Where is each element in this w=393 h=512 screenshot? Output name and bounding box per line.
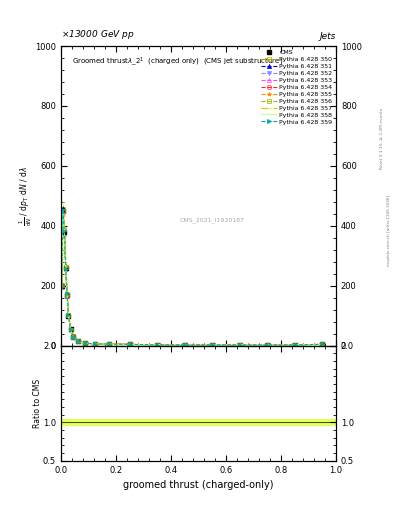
- Text: Groomed thrust$\lambda\_2^1$  (charged only)  (CMS jet substructure): Groomed thrust$\lambda\_2^1$ (charged on…: [72, 55, 283, 68]
- Y-axis label: $\frac{1}{\mathrm{d}N}\ /\ \mathrm{d}p_\mathrm{T}\ \mathrm{d}N\ /\ \mathrm{d}\la: $\frac{1}{\mathrm{d}N}\ /\ \mathrm{d}p_\…: [17, 166, 34, 226]
- Text: Rivet 3.1.10, ≥ 3.2M events: Rivet 3.1.10, ≥ 3.2M events: [380, 108, 384, 169]
- Y-axis label: Ratio to CMS: Ratio to CMS: [33, 379, 42, 428]
- Legend: CMS, Pythia 6.428 350, Pythia 6.428 351, Pythia 6.428 352, Pythia 6.428 353, Pyt: CMS, Pythia 6.428 350, Pythia 6.428 351,…: [261, 49, 333, 125]
- Text: CMS_2021_I1920187: CMS_2021_I1920187: [180, 217, 245, 223]
- Text: $\times$13000 GeV pp: $\times$13000 GeV pp: [61, 28, 134, 41]
- Text: mcplots.cern.ch [arXiv:1306.3436]: mcplots.cern.ch [arXiv:1306.3436]: [387, 195, 391, 266]
- X-axis label: groomed thrust (charged-only): groomed thrust (charged-only): [123, 480, 274, 490]
- Text: Jets: Jets: [320, 32, 336, 41]
